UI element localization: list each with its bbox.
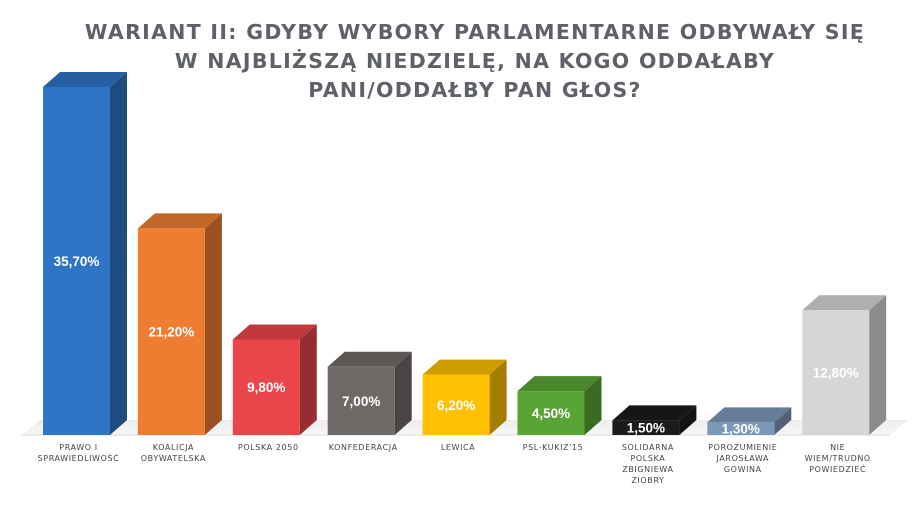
bar-side (394, 351, 412, 435)
bar-front (232, 339, 300, 435)
category-label-line: KOALICJA (153, 443, 194, 452)
value-label: 12,80% (813, 366, 859, 381)
bar-side (679, 405, 697, 435)
bar-top (137, 213, 222, 229)
value-label: 1,50% (627, 421, 665, 436)
category-label-line: KONFEDERACJA (329, 443, 398, 452)
bar-top (802, 295, 887, 311)
category-label-line: JAROSŁAWA (716, 454, 770, 463)
bar-front (137, 228, 205, 435)
value-label: 1,30% (722, 422, 760, 437)
chart-title: WARIANT II: GDYBY WYBORY PARLAMENTARNE O… (60, 18, 890, 105)
category-label-line: SOLIDARNA (622, 443, 674, 452)
value-label: 6,20% (437, 398, 475, 413)
bar-side (584, 376, 602, 435)
bars-group: 35,70% 21,20% 9,80% 7,00% 6,20% 4,50% 1,50% 1,3… (43, 72, 887, 437)
bar-front (327, 366, 395, 435)
category-label-line: POWIEDZIEĆ (809, 463, 866, 474)
bar-top (707, 407, 792, 423)
category-label-line: POLSKA 2050 (238, 443, 299, 452)
category-label-line: POROZUMIENIE (708, 443, 777, 452)
category-label-line: OBYWATELSKA (141, 454, 206, 463)
bar-front (802, 310, 870, 435)
bar-front (612, 420, 680, 435)
bar-front (707, 422, 775, 435)
category-label: PSL-KUKIZ'15 (523, 443, 584, 452)
category-label: KOALICJA OBYWATELSKA (141, 443, 206, 463)
bar-top (612, 405, 697, 421)
bar-4: 7,00% (327, 351, 412, 435)
category-label-line: ZIOBRY (631, 476, 664, 485)
value-label: 21,20% (149, 325, 195, 340)
chart-title-line-3: PANI/ODDAŁBY PAN GŁOS? (308, 78, 642, 102)
bar-top (43, 72, 127, 87)
bar-6: 4,50% (517, 376, 602, 435)
bar-side (110, 72, 127, 435)
bar-2: 21,20% (137, 213, 222, 435)
chart-title-line-2: W NAJBLIŻSZĄ NIEDZIELĘ, NA KOGO ODDAŁABY (174, 49, 776, 73)
bar-9: 12,80% (802, 295, 887, 435)
bar-7: 1,50% (612, 405, 697, 436)
category-label: PRAWO I SPRAWIEDLIWOŚĆ (38, 443, 120, 463)
category-label-line: SPRAWIEDLIWOŚĆ (38, 452, 120, 463)
bar-front (422, 374, 490, 435)
bar-side (489, 359, 507, 435)
category-label-line: POLSKA (630, 454, 665, 463)
category-label-line: LEWICA (441, 443, 475, 452)
value-label: 35,70% (54, 254, 100, 269)
bar-top (517, 376, 602, 392)
bar-side (869, 295, 887, 435)
bar-side (774, 407, 792, 435)
category-label-line: GOWINA (724, 465, 762, 474)
category-label: LEWICA (441, 443, 475, 452)
category-label-line: PSL-KUKIZ'15 (523, 443, 584, 452)
bar-3: 9,80% (232, 324, 317, 435)
bar-top (232, 324, 317, 340)
value-label: 7,00% (342, 394, 380, 409)
bar-top (327, 351, 412, 367)
bar-top (422, 359, 507, 375)
value-label: 9,80% (247, 380, 285, 395)
bar-front (517, 391, 585, 435)
bar-8: 1,30% (707, 407, 792, 437)
chart-title-line-1: WARIANT II: GDYBY WYBORY PARLAMENTARNE O… (84, 20, 866, 44)
category-label-line: NIE (830, 443, 845, 452)
category-label-line: PRAWO I (59, 443, 97, 452)
category-label: POROZUMIENIE JAROSŁAWA GOWINA (708, 443, 777, 474)
bar-1: 35,70% (43, 72, 127, 435)
category-label-line: WIEM/TRUDNO (805, 454, 871, 463)
bar-5: 6,20% (422, 359, 507, 435)
category-label: POLSKA 2050 (238, 443, 299, 452)
category-label: SOLIDARNA POLSKA ZBIGNIEWA ZIOBRY (622, 443, 674, 485)
category-label: KONFEDERACJA (329, 443, 398, 452)
bar-front (43, 87, 110, 435)
category-labels-group: PRAWO I SPRAWIEDLIWOŚĆ KOALICJA OBYWATELSKA… (38, 443, 871, 485)
category-label: NIE WIEM/TRUDNO POWIEDZIEĆ (805, 443, 871, 474)
category-label-line: ZBIGNIEWA (622, 465, 673, 474)
bar-side (299, 324, 317, 435)
bar-side (204, 213, 222, 435)
value-label: 4,50% (532, 406, 570, 421)
